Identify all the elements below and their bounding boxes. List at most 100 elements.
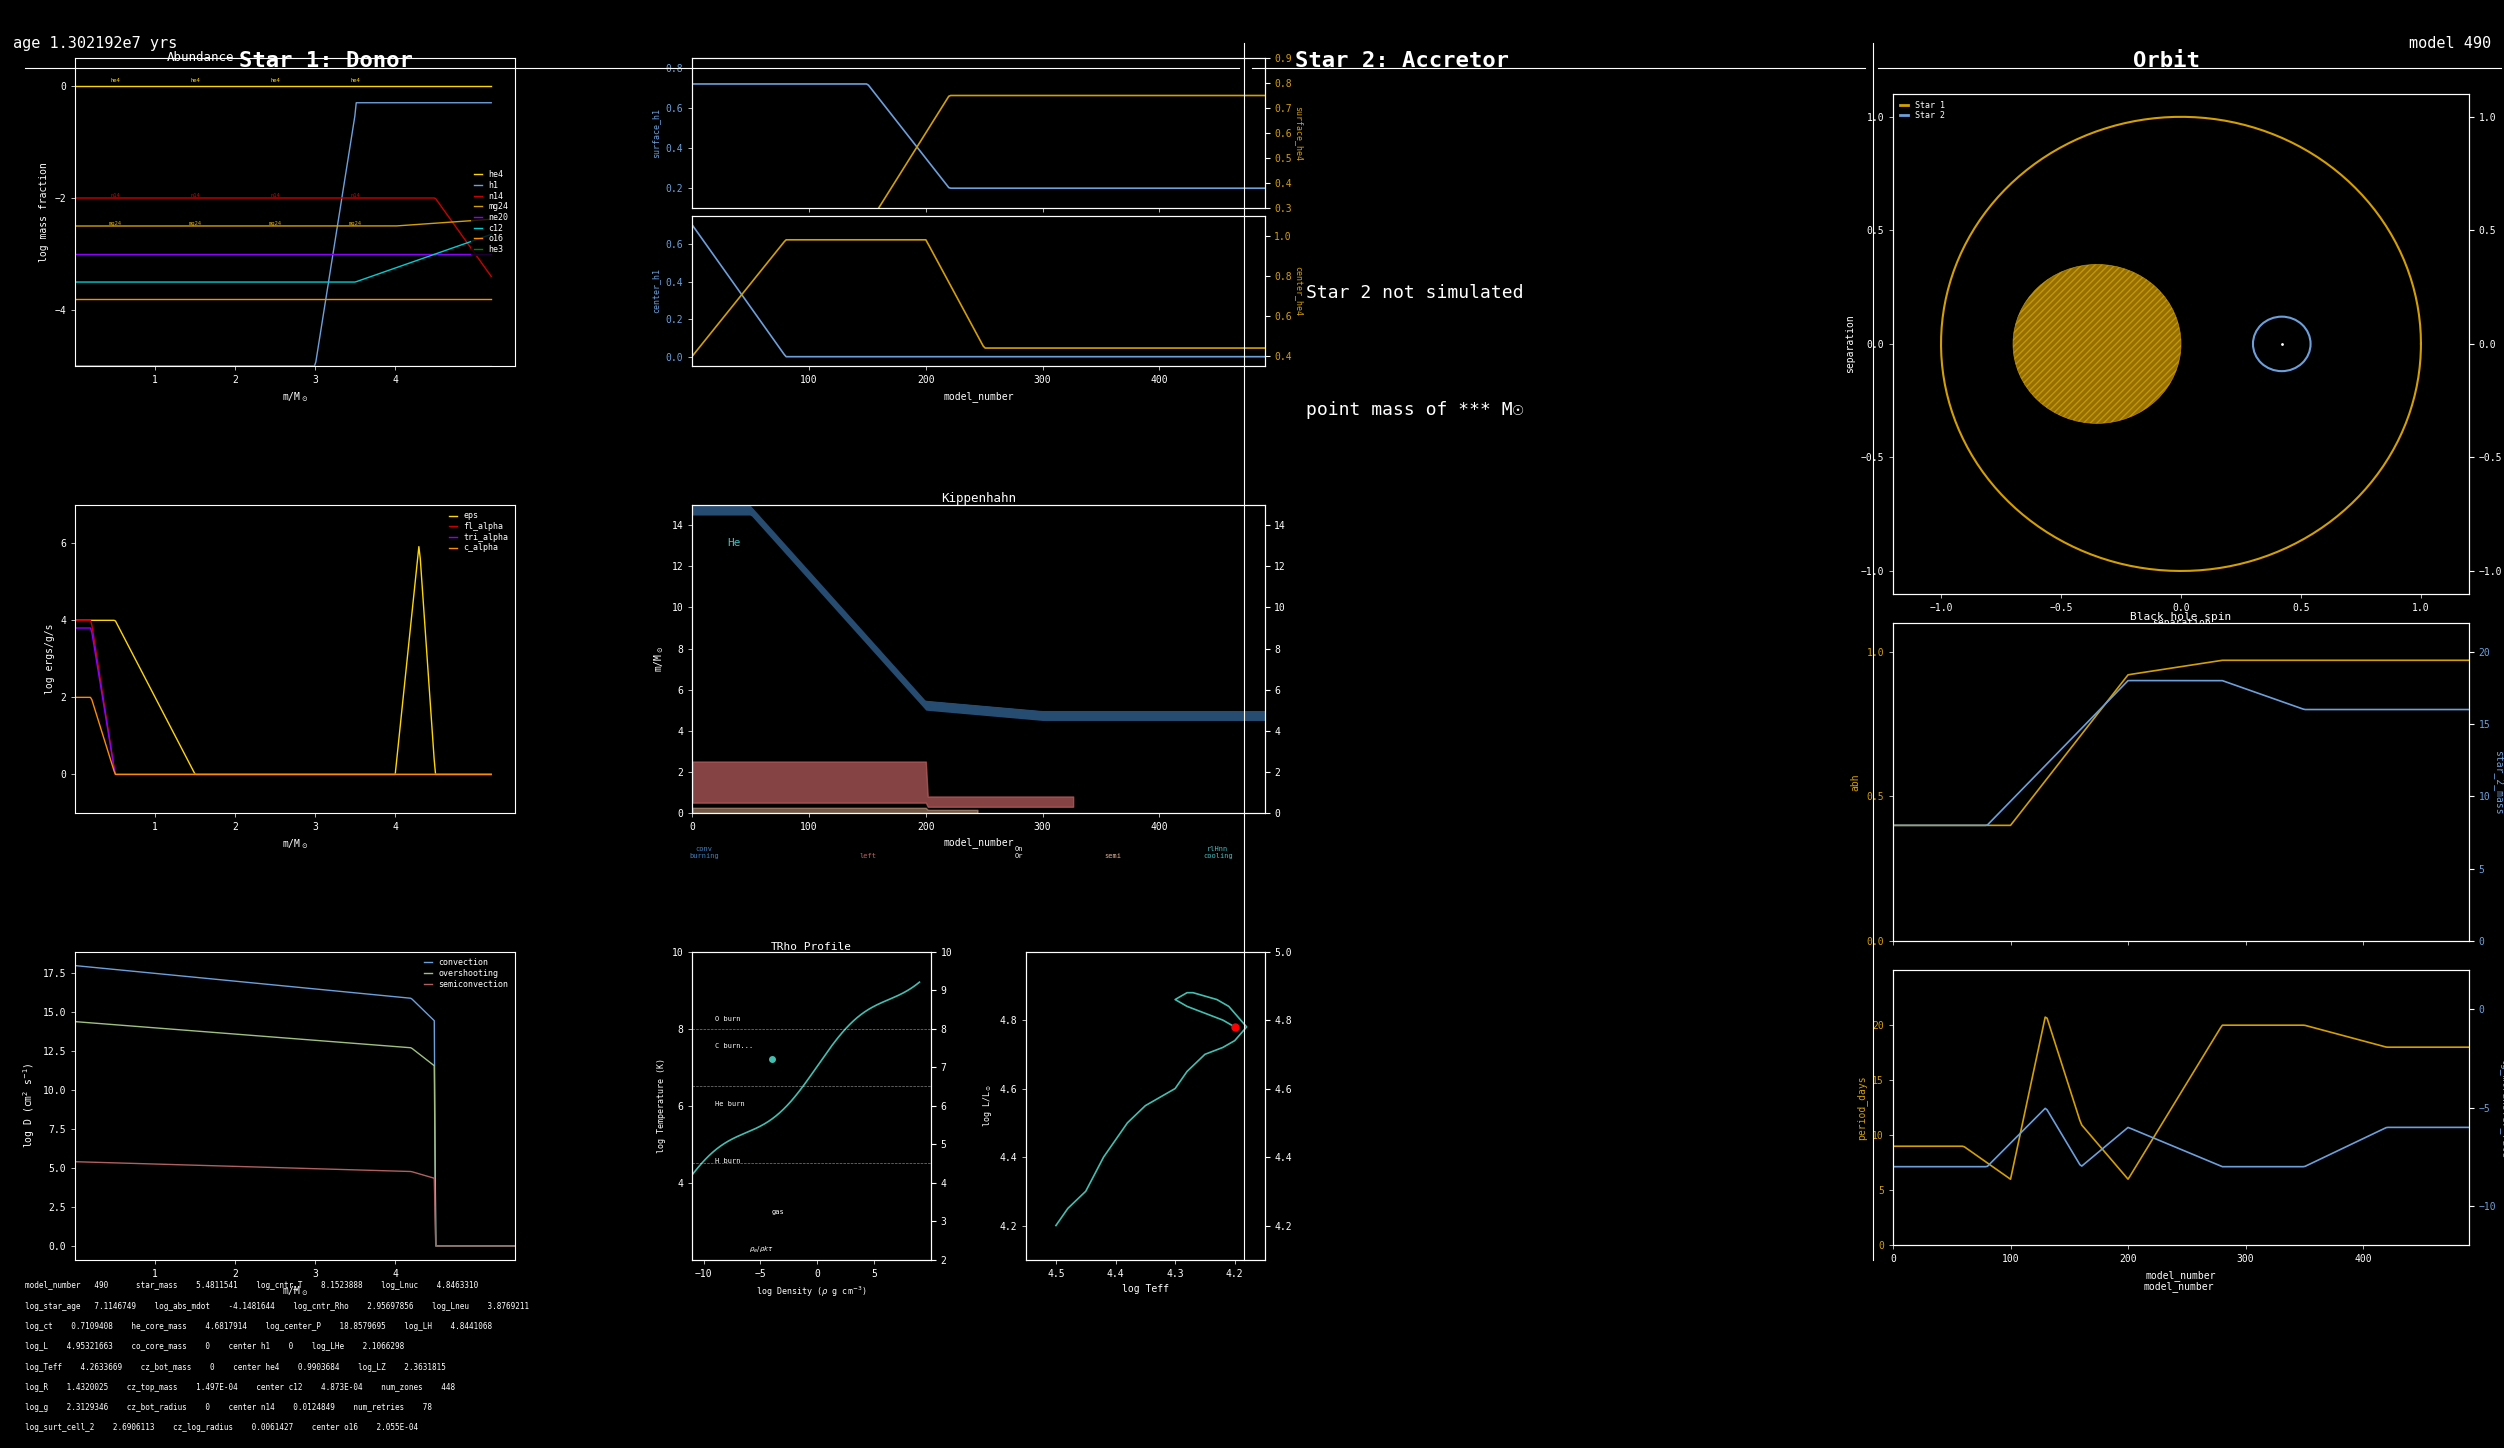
- he4: [305, 77, 336, 94]
- Text: Star 1: Donor: Star 1: Donor: [238, 51, 413, 71]
- Y-axis label: log Temperature (K): log Temperature (K): [656, 1058, 666, 1153]
- Text: n14: n14: [110, 193, 120, 198]
- Text: conv
burning: conv burning: [689, 846, 719, 859]
- he3: [60, 358, 90, 375]
- n14: [308, 190, 338, 207]
- Text: rlHnn
cooling: rlHnn cooling: [1202, 846, 1232, 859]
- Text: log_L    4.95321663    co_core_mass    0    center h1    0    log_LHe    2.10662: log_L 4.95321663 co_core_mass 0 center h…: [25, 1342, 403, 1351]
- Text: Abundance: Abundance: [168, 51, 233, 64]
- Y-axis label: log D (cm$^2$ s$^{-1}$): log D (cm$^2$ s$^{-1}$): [20, 1063, 38, 1148]
- n14: [316, 190, 346, 207]
- X-axis label: log Teff: log Teff: [1122, 1284, 1169, 1295]
- h1: [305, 319, 336, 336]
- Text: he4: he4: [110, 78, 120, 83]
- ne20: [308, 245, 338, 262]
- ne20: [60, 245, 90, 262]
- c12: [60, 274, 90, 291]
- he4: [476, 77, 506, 94]
- Y-axis label: period_days: period_days: [1855, 1076, 1865, 1140]
- Legend: Star 1, Star 2: Star 1, Star 2: [1898, 98, 1948, 122]
- Y-axis label: surface_he4: surface_he4: [1295, 106, 1302, 161]
- h1: [341, 94, 371, 111]
- h1: [438, 94, 468, 111]
- c12: [305, 274, 336, 291]
- Text: On
Or: On Or: [1014, 846, 1024, 859]
- Legend: he4, h1, n14, mg24, ne20, c12, o16, he3: he4, h1, n14, mg24, ne20, c12, o16, he3: [471, 168, 511, 256]
- o16: [308, 290, 338, 307]
- Title: TRho_Profile: TRho_Profile: [771, 941, 851, 951]
- Y-axis label: surface_h1: surface_h1: [651, 109, 661, 158]
- ne20: [438, 245, 468, 262]
- Y-axis label: log L/L$_\odot$: log L/L$_\odot$: [982, 1085, 994, 1127]
- n14: [476, 268, 506, 285]
- o16: [476, 290, 506, 307]
- h1: [413, 94, 443, 111]
- h1: [476, 94, 506, 111]
- n14: [438, 213, 468, 230]
- n14: [60, 190, 90, 207]
- ne20: [476, 245, 506, 262]
- he4: [316, 77, 346, 94]
- X-axis label: model_number: model_number: [944, 391, 1014, 401]
- c12: [476, 226, 506, 243]
- Text: log_surt_cell_2    2.6906113    cz_log_radius    0.0061427    center o16    2.05: log_surt_cell_2 2.6906113 cz_log_radius …: [25, 1423, 418, 1432]
- c12: [308, 274, 338, 291]
- Line: n14: n14: [75, 198, 491, 277]
- ne20: [316, 245, 346, 262]
- Title: Kippenhahn: Kippenhahn: [942, 492, 1017, 505]
- c12: [438, 239, 468, 256]
- Line: h1: h1: [75, 103, 491, 366]
- ne20: [63, 245, 93, 262]
- mg24: [438, 213, 468, 230]
- X-axis label: m/M$_\odot$: m/M$_\odot$: [283, 837, 308, 851]
- Text: log_star_age   7.1146749    log_abs_mdot    -4.1481644    log_cntr_Rho    2.9569: log_star_age 7.1146749 log_abs_mdot -4.1…: [25, 1302, 528, 1310]
- mg24: [476, 210, 506, 227]
- Text: C burn...: C burn...: [716, 1043, 754, 1048]
- he4: [63, 77, 93, 94]
- mg24: [305, 217, 336, 235]
- o16: [438, 290, 468, 307]
- Text: H burn: H burn: [716, 1158, 741, 1164]
- Y-axis label: center_h1: center_h1: [651, 268, 661, 313]
- Text: He: He: [726, 537, 741, 547]
- he4: [60, 77, 90, 94]
- X-axis label: separation: separation: [2151, 618, 2211, 628]
- c12: [63, 274, 93, 291]
- Text: semi: semi: [1104, 853, 1122, 859]
- he3: [476, 358, 506, 375]
- Y-axis label: center_he4: center_he4: [1295, 266, 1302, 316]
- he3: [438, 358, 468, 375]
- h1: [63, 358, 93, 375]
- Legend: convection, overshooting, semiconvection: convection, overshooting, semiconvection: [421, 956, 511, 990]
- he3: [63, 358, 93, 375]
- o16: [305, 290, 336, 307]
- Text: he4: he4: [270, 78, 280, 83]
- Text: model_number: model_number: [2143, 1281, 2214, 1293]
- o16: [316, 290, 346, 307]
- h1: [316, 265, 346, 282]
- Line: c12: c12: [75, 235, 491, 282]
- he3: [316, 358, 346, 375]
- Text: model_number   490      star_mass    5.4811541    log_cntr_T    8.1523888    log: model_number 490 star_mass 5.4811541 log…: [25, 1281, 478, 1290]
- Text: log_ct    0.7109408    he_core_mass    4.6817914    log_center_P    18.8579695  : log_ct 0.7109408 he_core_mass 4.6817914 …: [25, 1322, 493, 1331]
- Text: Star 2 not simulated: Star 2 not simulated: [1305, 284, 1522, 301]
- Text: log_Teff    4.2633669    cz_bot_mass    0    center he4    0.9903684    log_LZ  : log_Teff 4.2633669 cz_bot_mass 0 center …: [25, 1363, 446, 1371]
- Text: mg24: mg24: [268, 222, 280, 226]
- Text: n14: n14: [270, 193, 280, 198]
- h1: [60, 358, 90, 375]
- he3: [308, 358, 338, 375]
- mg24: [316, 217, 346, 235]
- mg24: [60, 217, 90, 235]
- Text: n14: n14: [190, 193, 200, 198]
- he3: [305, 358, 336, 375]
- Circle shape: [2013, 265, 2181, 423]
- h1: [308, 310, 338, 327]
- X-axis label: log Density ($\rho$ g cm$^{-3}$): log Density ($\rho$ g cm$^{-3}$): [756, 1284, 866, 1299]
- Text: log_g    2.3129346    cz_bot_radius    0    center n14    0.0124849    num_retri: log_g 2.3129346 cz_bot_radius 0 center n…: [25, 1403, 433, 1412]
- o16: [411, 290, 441, 307]
- Text: point mass of *** M☉: point mass of *** M☉: [1305, 401, 1522, 418]
- Y-axis label: m/M$_\odot$: m/M$_\odot$: [651, 646, 666, 672]
- he4: [438, 77, 468, 94]
- he4: [308, 77, 338, 94]
- X-axis label: m/M$_\odot$: m/M$_\odot$: [283, 1284, 308, 1299]
